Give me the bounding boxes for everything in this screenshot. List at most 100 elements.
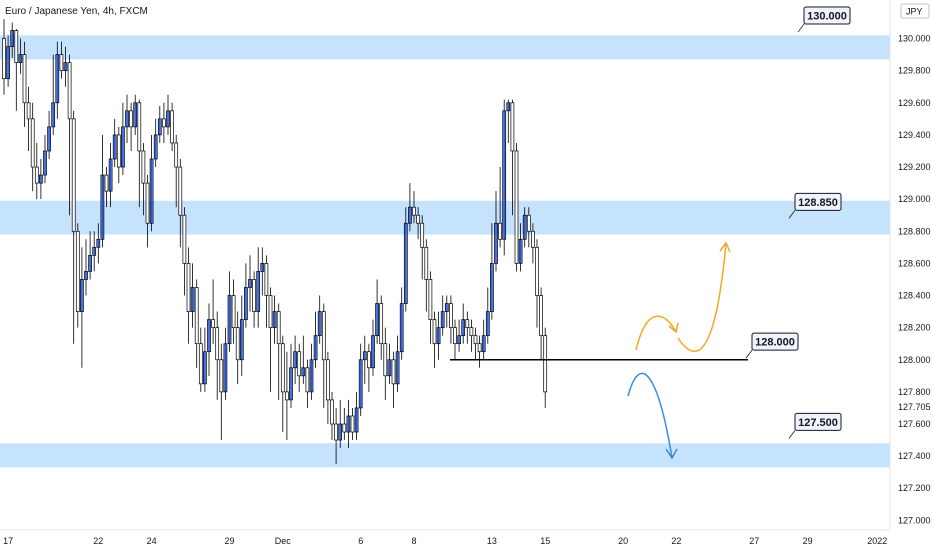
callout-box [803,6,851,25]
candle-body [383,343,388,377]
candle-body [305,367,310,393]
candle-body [387,359,392,377]
price-tick-label: 129.400 [898,130,931,140]
candle-body [153,134,158,160]
bullish-arrow-path [635,315,677,351]
candle-body [449,303,453,328]
bullish-arrow-path [677,242,727,353]
price-tick-label: 129.200 [898,162,931,172]
candle-body [293,351,297,369]
candle-body [71,118,76,232]
candle-body [367,351,371,369]
candle-body [485,311,490,337]
candle-body [219,359,224,393]
price-tick-label: 127.705 [898,402,931,412]
price-tick-label: 128.400 [898,291,931,301]
candle-body [80,279,84,312]
candle-body [137,102,142,152]
candle-body [178,166,183,216]
price-tick-label: 128.800 [898,226,931,236]
candle-body [231,295,236,328]
date-tick-label: 6 [358,536,363,546]
date-tick-label: 24 [147,536,157,546]
candle-body [457,335,461,345]
candle-body [75,230,80,312]
candle-body [14,30,19,63]
drawing-annotations [627,241,731,460]
candle-body [444,303,449,312]
candle-body [518,238,523,264]
candle-body [330,399,334,425]
candle-body [321,311,326,361]
date-tick-label: 2022 [867,536,887,546]
callout-pointer [788,210,796,219]
candle-body [264,263,269,296]
candle-body [104,174,109,192]
candle-body [498,222,502,240]
candle-body [207,319,211,353]
candle-body [465,319,470,328]
candle-body [248,279,252,288]
candle-body [112,134,117,160]
callout-box [794,412,842,431]
candle-body [285,391,289,401]
currency-badge[interactable]: JPY [900,3,930,19]
candle-body [408,206,412,224]
date-tick-label: 22 [93,536,103,546]
candle-body [215,327,220,361]
candle-body [473,335,478,345]
candle-body [289,367,293,401]
candle-body [252,279,256,312]
candle-body [235,327,240,361]
candle-body [157,118,162,136]
candle-body [203,351,207,385]
price-tick-label: 127.400 [898,451,931,461]
candle-body [63,62,68,72]
candle-body [39,174,43,184]
candle-body [506,102,511,112]
candle-body [121,126,125,168]
zone-130.000 [0,35,890,60]
candle-body [10,30,15,47]
candle-body [502,110,507,240]
candle-body [428,279,433,320]
price-tick-label: 127.600 [898,419,931,429]
date-axis[interactable]: 17 22 24 29 Dec 6 8 13 15 20 22 27 29 2022 [0,529,890,546]
candle-body [395,351,400,385]
candle-body [490,263,494,312]
price-callouts: 130.000 128.850 128.000 127.500 [745,6,851,439]
candle-body [26,102,31,120]
chart-title: Euro / Japanese Yen, 4h, FXCM [5,6,148,17]
date-tick-label: Dec [275,536,292,546]
candle-body [399,303,404,353]
candle-body [313,335,318,361]
callout-label: 130.000 [807,11,847,23]
currency-badge-box [900,3,930,19]
candle-body [276,311,281,345]
candle-body [30,118,35,168]
candle-body [453,327,457,345]
price-axis[interactable]: 130.000 129.800 129.600 129.400 129.200 129.0… [889,0,931,530]
callout-pointer [797,23,805,33]
price-tick-label: 129.000 [898,194,931,204]
candle-body [494,222,498,264]
callout-label: 128.850 [798,197,838,209]
callout-pointer [745,349,753,359]
candle-body [539,295,543,337]
candle-body [301,367,306,377]
candle-body [67,62,72,120]
candle-body [477,343,482,353]
candle-body [346,415,351,433]
candle-body [174,142,179,168]
callout-label: 128.000 [755,337,795,349]
candle-body [108,158,113,192]
date-tick-label: 29 [803,536,813,546]
price-tick-label: 128.600 [898,258,931,268]
candle-body [412,206,416,216]
candle-body [362,351,367,361]
date-tick-label: 15 [540,536,550,546]
candlestick-series [2,19,548,465]
candle-body [145,182,150,224]
